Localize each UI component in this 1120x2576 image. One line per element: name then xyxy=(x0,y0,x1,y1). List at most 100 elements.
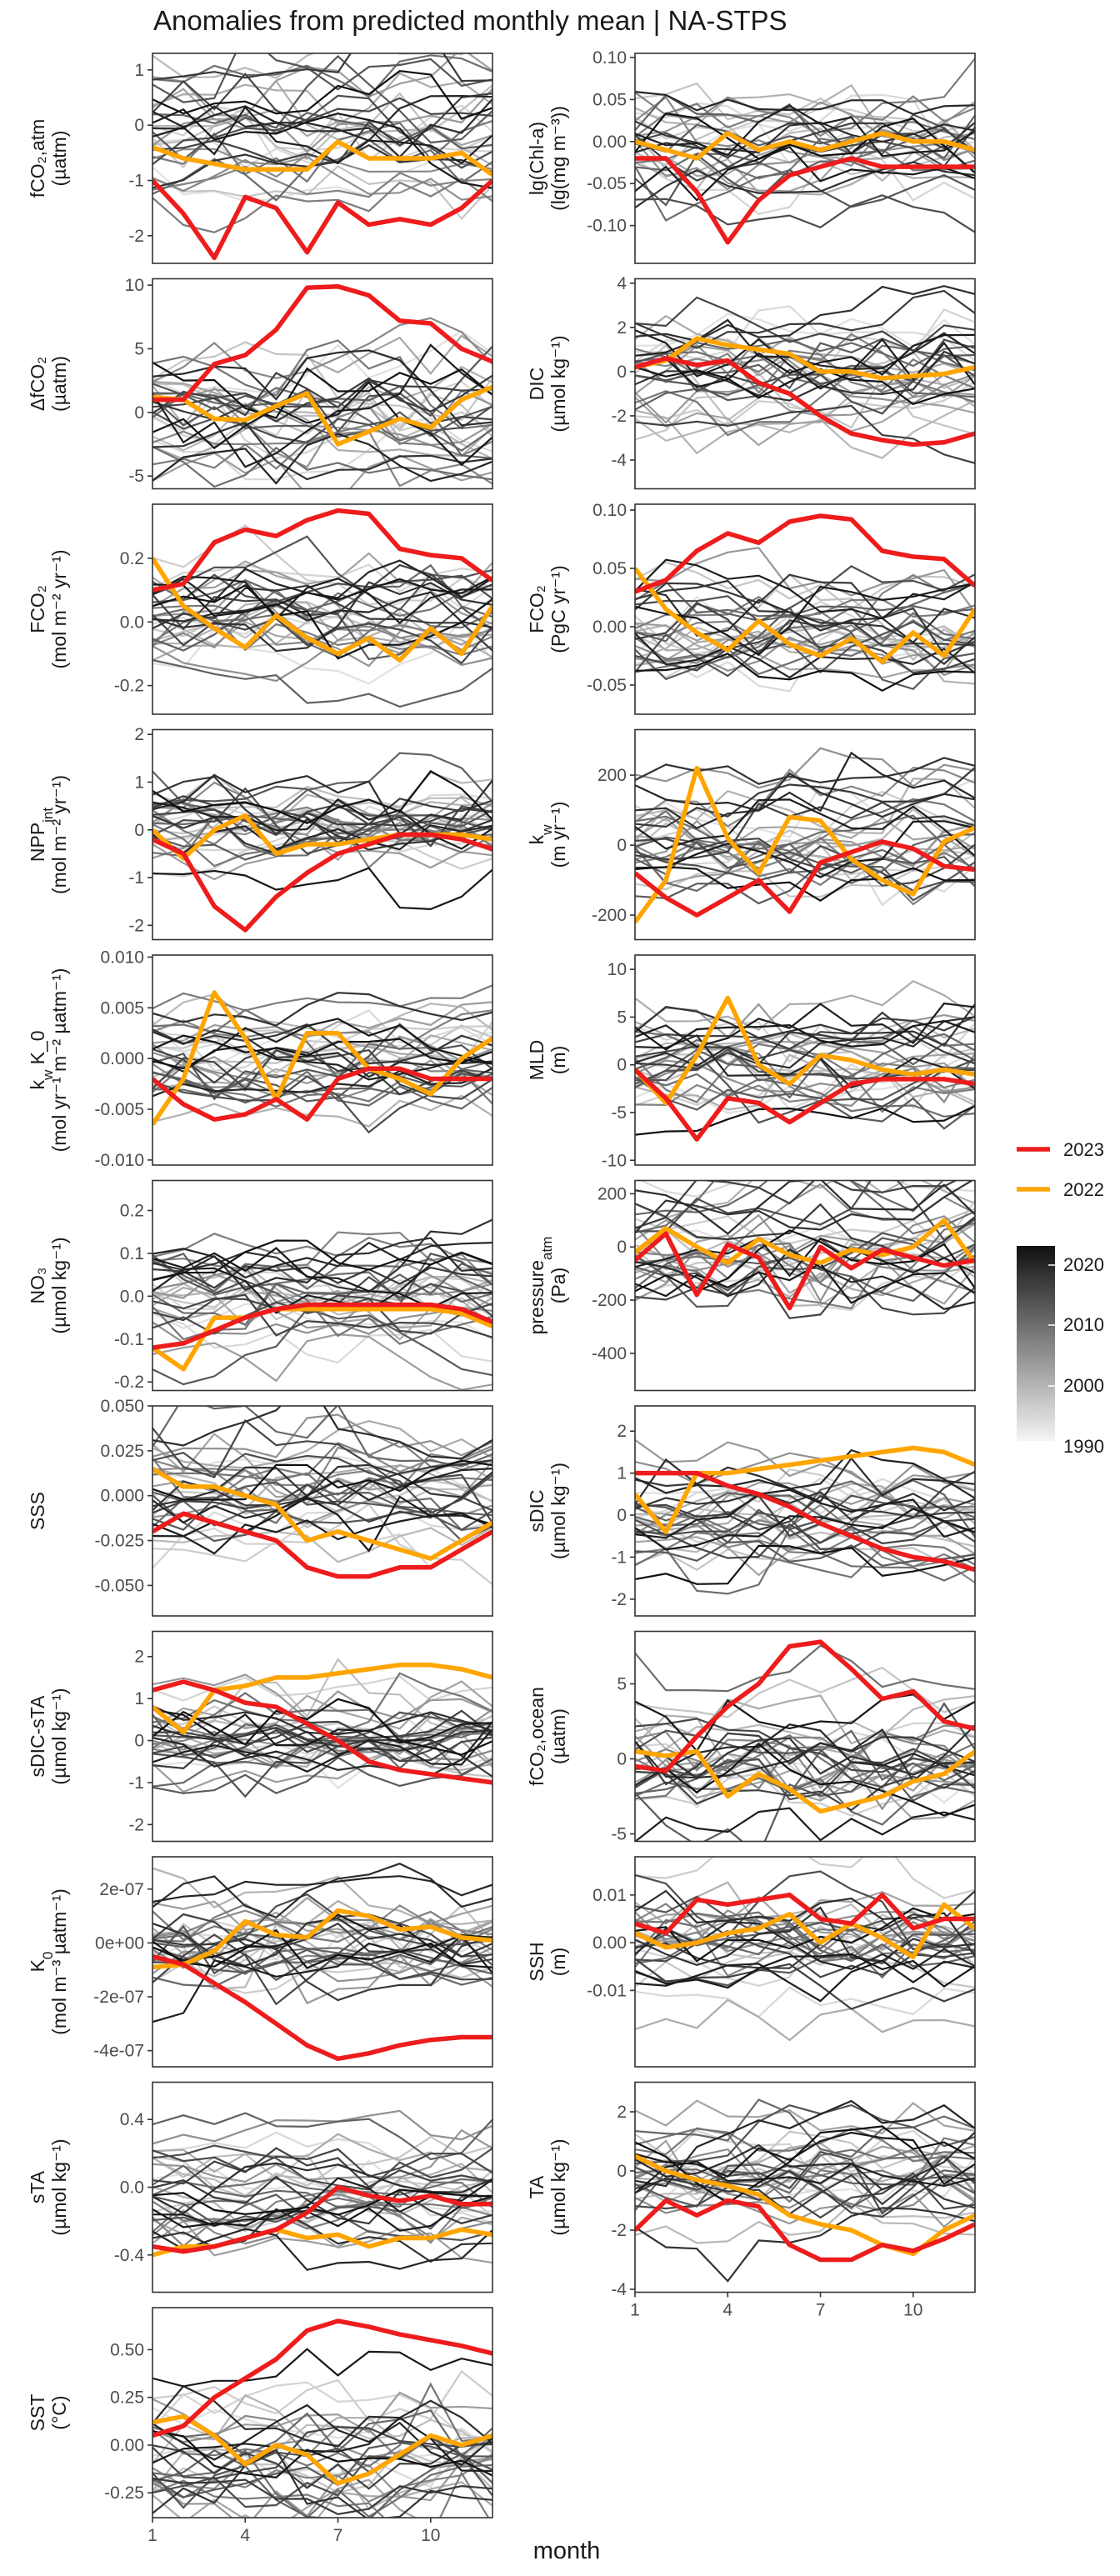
year-line xyxy=(152,70,492,120)
colorbar-label: 2000 xyxy=(1063,1375,1104,1396)
year-line xyxy=(152,1028,492,1078)
year-line xyxy=(152,2159,492,2213)
year-line xyxy=(635,621,975,678)
year-line xyxy=(152,2112,492,2161)
year-line xyxy=(152,1420,492,1469)
year-line xyxy=(152,108,492,189)
panel-border xyxy=(152,954,493,1166)
year-line xyxy=(152,2369,492,2422)
colorbar-label: 2020 xyxy=(1063,1254,1104,1275)
year-line xyxy=(152,317,492,383)
year-line xyxy=(152,1673,492,1721)
y-tick-label: 2e-07 xyxy=(99,1880,144,1899)
y-axis-unit: (µatm) xyxy=(48,356,70,412)
y-tick-label: -0.025 xyxy=(94,1532,144,1551)
year-line xyxy=(152,2418,492,2464)
y-tick-label: 0.2 xyxy=(120,1202,144,1221)
year-line xyxy=(152,405,492,444)
year-line xyxy=(152,1266,492,1307)
y-tick-label: -0.05 xyxy=(587,174,627,193)
year-line xyxy=(635,820,975,878)
year-line xyxy=(152,867,492,911)
year-line xyxy=(152,165,492,198)
y-tick-label: -2 xyxy=(128,916,144,935)
panel-border xyxy=(634,1405,976,1617)
year-line xyxy=(635,1695,975,1750)
panel-border xyxy=(634,503,976,715)
panel-kwk0: 0.010 0.005 0.000 -0.005 -0.010 kw K_0 (mol yr… xyxy=(27,948,493,1170)
year-line xyxy=(635,1907,975,1963)
year-line xyxy=(152,1253,492,1296)
year-line xyxy=(152,421,492,481)
year-line xyxy=(635,579,975,665)
y-tick-label: 200 xyxy=(598,766,627,785)
year-line xyxy=(152,1468,492,1524)
legend: 2023 2022 2020 2010 2000 1990 xyxy=(1017,1139,1104,1457)
series-2023-line xyxy=(152,508,492,593)
x-tick-label: 10 xyxy=(903,2301,922,2320)
year-line xyxy=(152,388,492,447)
year-line xyxy=(635,1729,975,1795)
panel-border xyxy=(152,1630,493,1843)
year-line xyxy=(152,1413,492,1458)
year-line xyxy=(635,623,975,677)
year-line xyxy=(635,1073,975,1118)
year-line xyxy=(635,2099,975,2188)
year-line xyxy=(635,153,975,208)
panel-border xyxy=(634,954,976,1166)
year-line xyxy=(152,53,492,103)
y-tick-label: -0.2 xyxy=(114,1373,144,1392)
y-tick-label: -2 xyxy=(611,1590,627,1609)
year-line xyxy=(635,1724,975,1789)
panel-border xyxy=(152,53,493,264)
x-tick-label: 4 xyxy=(240,2526,250,2545)
y-tick-label: 2 xyxy=(617,318,627,338)
y-axis-unit: (µmol kg⁻¹) xyxy=(48,2138,70,2235)
year-line xyxy=(152,2228,492,2271)
series-2022-line xyxy=(152,1307,492,1372)
y-tick-label: 0.05 xyxy=(592,90,627,109)
year-line xyxy=(152,1481,492,1531)
year-line xyxy=(152,599,492,661)
year-line xyxy=(152,1406,492,1460)
year-line xyxy=(152,178,492,233)
year-line xyxy=(152,112,492,150)
panel-k0: 2e-07 0e+00 -2e-07 -4e-07 K0(mol m⁻³ µatm⁻¹) xyxy=(27,1856,493,2068)
year-line xyxy=(635,404,975,464)
y-tick-label: -400 xyxy=(592,1344,627,1363)
y-tick-label: 0.025 xyxy=(100,1442,144,1461)
y-tick-label: -0.2 xyxy=(114,677,144,696)
y-axis-label: TA xyxy=(526,2175,548,2198)
panel-fco2atm: 1 0 -1 -2 fCO₂,atm (µatm) xyxy=(27,53,493,264)
panel-border xyxy=(152,503,493,715)
panel-border xyxy=(634,1856,976,2068)
year-line xyxy=(152,1259,492,1329)
y-tick-label: -1 xyxy=(128,1773,144,1793)
panel-border xyxy=(152,728,493,941)
year-line xyxy=(635,1732,975,1786)
x-tick-label: 7 xyxy=(333,2526,343,2545)
year-line xyxy=(152,433,492,485)
year-line xyxy=(152,84,492,161)
year-line xyxy=(635,2103,975,2165)
y-tick-label: 10 xyxy=(608,960,627,979)
year-line xyxy=(152,808,492,861)
year-line xyxy=(635,386,975,424)
colorbar-label: 2010 xyxy=(1063,1314,1104,1335)
year-line xyxy=(635,838,975,887)
year-line xyxy=(152,341,492,422)
y-tick-label: 5 xyxy=(134,340,144,359)
year-line xyxy=(152,1913,492,1966)
year-line xyxy=(635,601,975,655)
year-line xyxy=(635,2156,975,2198)
year-line xyxy=(635,364,975,411)
y-axis-label: kw K_0 xyxy=(27,1030,56,1089)
year-line xyxy=(152,1009,492,1057)
year-line xyxy=(635,801,975,861)
y-tick-label: 0.10 xyxy=(592,501,627,520)
y-tick-label: -2 xyxy=(611,407,627,426)
year-line xyxy=(152,1333,492,1391)
year-line xyxy=(635,296,975,353)
year-line xyxy=(152,2109,492,2145)
year-line xyxy=(635,1488,975,1539)
